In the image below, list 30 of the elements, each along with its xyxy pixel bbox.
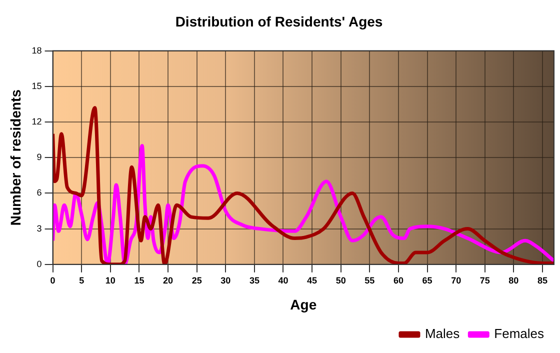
y-tick-label: 9 bbox=[36, 152, 42, 162]
x-tick-label: 40 bbox=[278, 275, 288, 286]
y-tick-label: 18 bbox=[32, 45, 42, 56]
x-tick-label: 5 bbox=[79, 275, 84, 286]
y-tick-label: 12 bbox=[32, 116, 42, 126]
x-tick-label: 70 bbox=[451, 275, 462, 286]
x-tick-label: 45 bbox=[307, 275, 318, 286]
y-axis-title: Number of residents bbox=[7, 89, 24, 226]
x-tick-label: 65 bbox=[422, 275, 432, 286]
y-tick-label: 3 bbox=[36, 223, 42, 234]
x-tick-label: 55 bbox=[364, 275, 375, 286]
x-tick-label: 85 bbox=[537, 275, 548, 286]
y-tick-label: 15 bbox=[32, 80, 42, 91]
x-tick-label: 60 bbox=[393, 275, 404, 286]
x-tick-label: 35 bbox=[249, 275, 260, 286]
legend-label: Males bbox=[424, 326, 460, 342]
x-tick-label: 10 bbox=[105, 275, 116, 286]
x-tick-label: 75 bbox=[480, 275, 490, 286]
x-tick-label: 0 bbox=[50, 275, 56, 286]
x-tick-label: 15 bbox=[134, 275, 144, 286]
y-tick-label: 6 bbox=[36, 188, 42, 198]
x-tick-label: 50 bbox=[336, 275, 346, 286]
y-tick-label: 0 bbox=[36, 258, 42, 269]
x-tick-label: 20 bbox=[163, 275, 174, 286]
x-tick-label: 80 bbox=[508, 275, 519, 286]
legend-label: Females bbox=[494, 326, 544, 342]
x-tick-label: 30 bbox=[220, 275, 231, 286]
x-tick-label: 25 bbox=[192, 275, 202, 286]
x-axis-title: Age bbox=[290, 296, 317, 312]
chart-title: Distribution of Residents' Ages bbox=[175, 13, 383, 30]
